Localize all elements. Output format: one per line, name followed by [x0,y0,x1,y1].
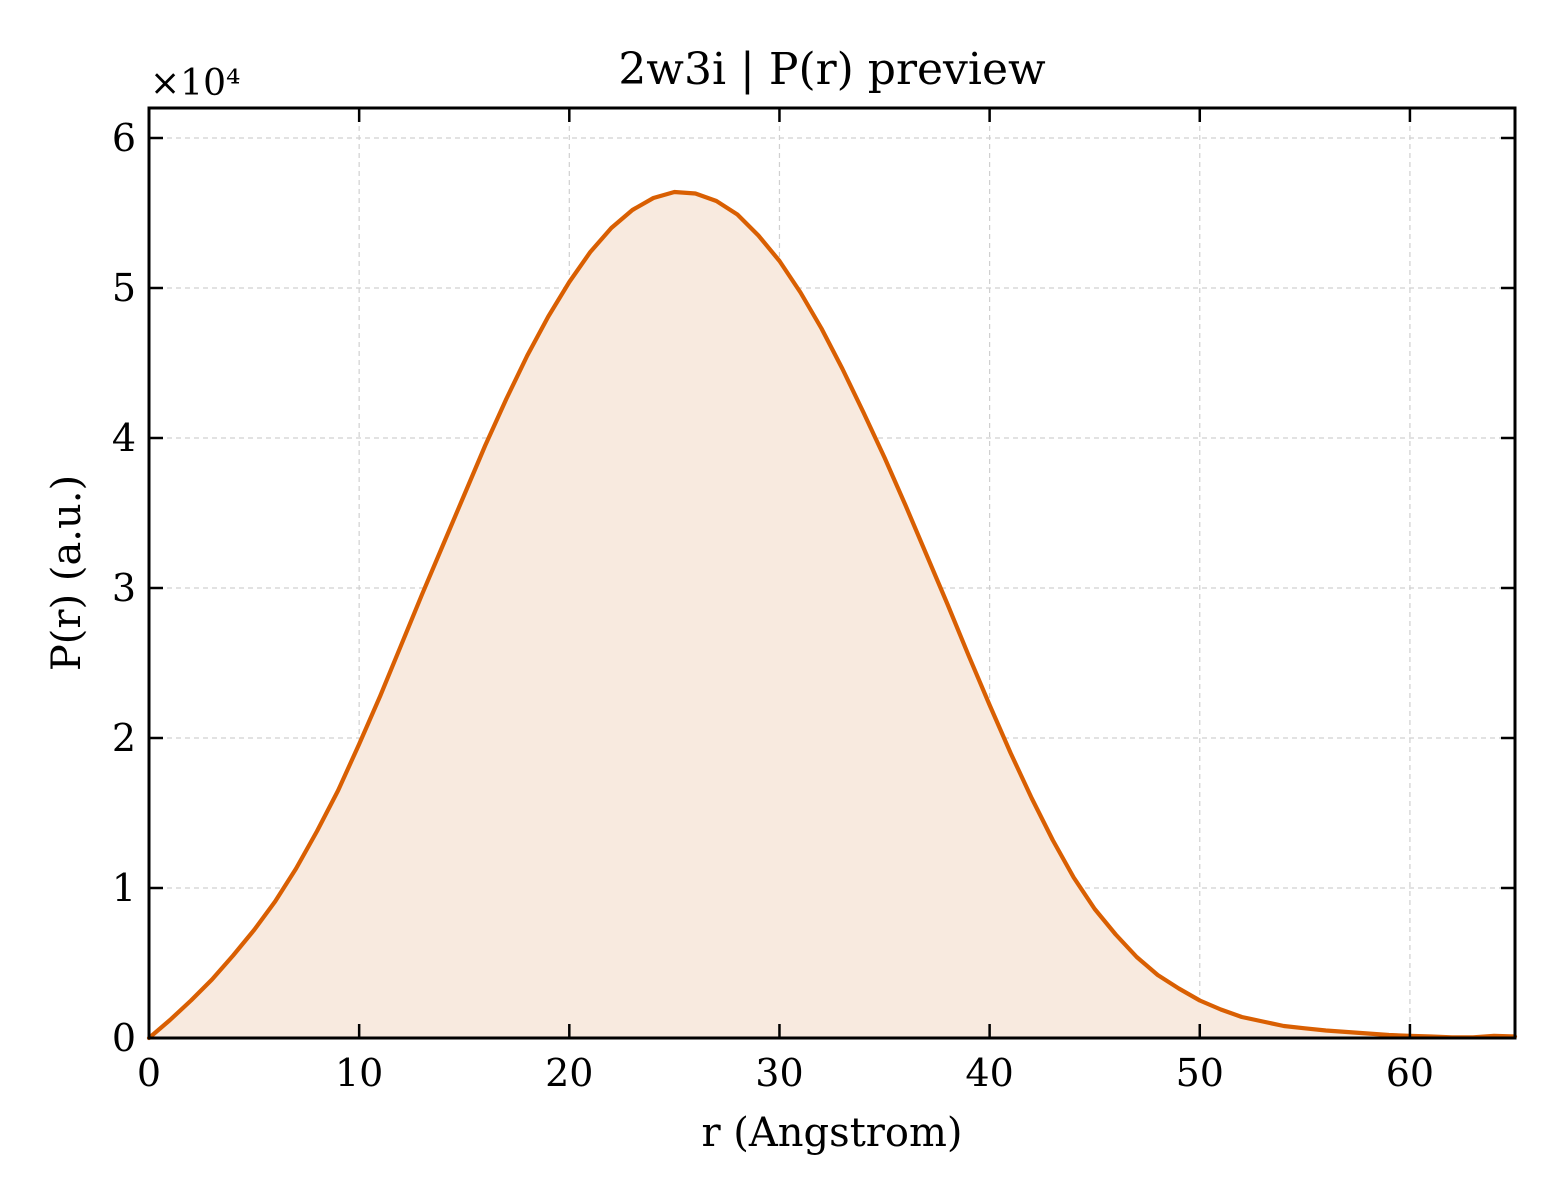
y-tick-label: 4 [112,416,136,460]
y-axis-label: P(r) (a.u.) [44,475,90,671]
x-tick-label: 50 [1176,1051,1224,1095]
x-tick-label: 10 [335,1051,383,1095]
x-tick-label: 40 [965,1051,1013,1095]
area-fill [149,192,1515,1038]
x-tick-label: 60 [1386,1051,1434,1095]
y-tick-label: 3 [112,566,136,610]
chart-title: 2w3i | P(r) preview [618,44,1046,95]
series-line [146,189,1518,1041]
y-tick-label: 0 [112,1016,136,1060]
tick-labels: 0 10 20 30 40 50 60 0 1 2 3 4 5 6 [112,116,1434,1095]
x-tick-label: 30 [755,1051,803,1095]
y-multiplier-label: ×10⁴ [150,63,240,104]
x-axis-label: r (Angstrom) [701,1110,962,1156]
x-tick-label: 0 [137,1051,161,1095]
x-tick-label: 20 [545,1051,593,1095]
y-tick-label: 6 [112,116,136,160]
y-tick-label: 5 [112,266,136,310]
y-tick-label: 2 [112,716,136,760]
y-tick-label: 1 [112,866,136,910]
plot-frame [147,106,1517,1040]
